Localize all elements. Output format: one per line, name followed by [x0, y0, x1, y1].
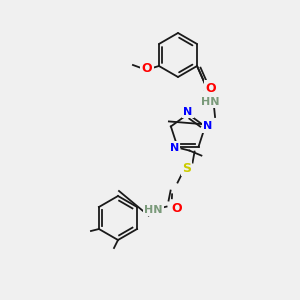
Text: S: S: [182, 162, 191, 175]
Text: N: N: [170, 142, 179, 153]
Text: O: O: [142, 62, 152, 76]
Text: HN: HN: [144, 205, 163, 214]
Text: HN: HN: [201, 97, 219, 107]
Text: N: N: [203, 122, 213, 131]
Text: N: N: [183, 107, 193, 117]
Text: O: O: [171, 202, 182, 215]
Text: O: O: [206, 82, 216, 94]
